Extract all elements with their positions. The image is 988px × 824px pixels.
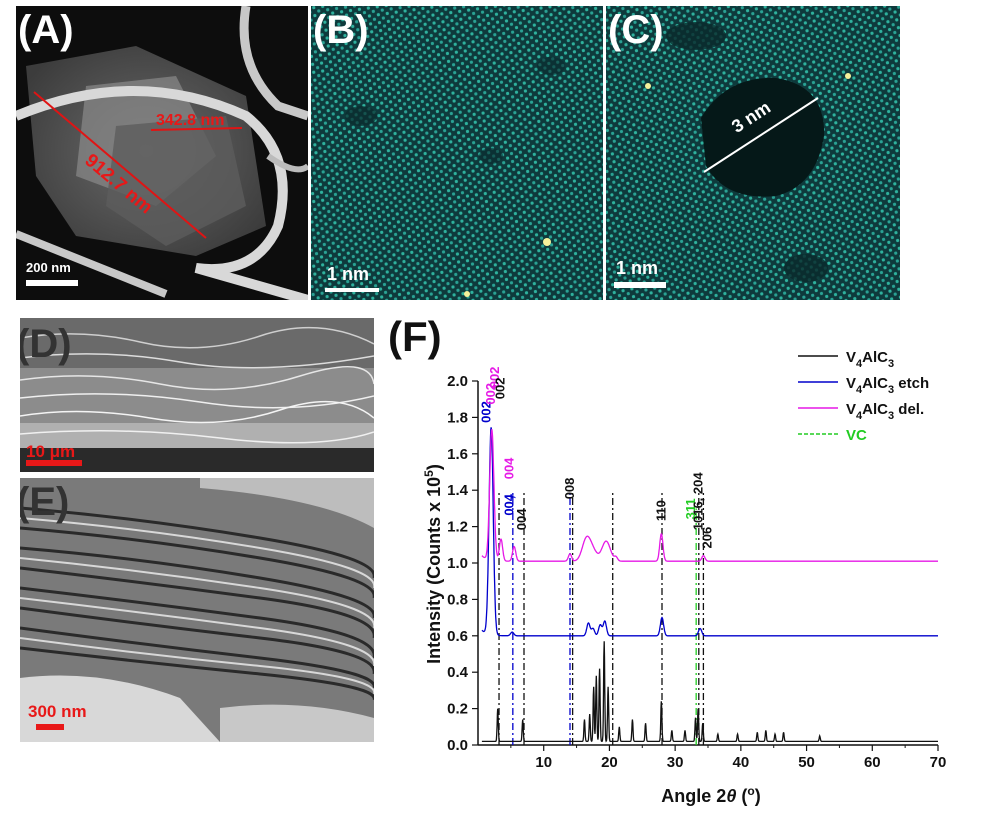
panel-c-scalebar [614,282,666,288]
panel-a-measure-short: 342.8 nm [156,112,225,129]
legend-entry-part: del. [894,401,924,418]
ylabel-close: ) [424,464,444,470]
peak-label: 002 [483,383,498,405]
panel-d-scalebar-unit: μm [49,442,76,461]
xlabel-unit-close: ) [755,786,761,806]
peak-label: 1016, 204 [691,472,706,531]
x-tick-label: 50 [798,754,815,771]
peak-label: 311 [683,498,698,519]
y-tick-label: 1.8 [447,409,468,426]
peak-label: 206 [699,527,714,549]
y-tick-label: 0.6 [447,628,468,645]
legend-entry: V4AlC3 etch [846,375,929,396]
legend-entry-part: AlC [862,375,888,392]
panel-b-hrstem-image: (B) 1 nm [311,6,603,300]
peak-label: 004 [501,457,516,479]
legend-entry: V4AlC3 del. [846,401,924,422]
ylabel-sup: 5 [422,470,436,477]
y-tick-label: 1.0 [447,555,468,572]
legend-entry: VC [846,427,867,444]
xlabel-theta: θ [726,786,736,806]
panel-c-hrstem-image: (C) 3 nm 1 nm [606,6,900,300]
legend-entry-part: V [846,375,856,392]
legend-entry-part: 4 [856,410,863,422]
panel-c-label: (C) [608,8,664,52]
peak-label: 004 [514,508,529,530]
xlabel-unit-open: ( [736,786,747,806]
panel-f-label: (F) [388,313,442,360]
panel-e-label: (E) [20,480,70,524]
x-tick-label: 60 [864,754,881,771]
legend-entry-part: 4 [856,358,863,370]
x-tick-label: 10 [535,754,552,771]
legend-entry-part: AlC [862,401,888,418]
y-tick-label: 0.0 [447,737,468,754]
panel-e-micrograph [20,478,374,742]
x-tick-label: 20 [601,754,618,771]
peak-label: 008 [562,478,577,500]
panel-d-sem-image: (D) 10 μm [20,318,374,472]
peak-label: 002 [487,367,502,389]
panel-c-micrograph [606,6,900,300]
legend-entry-part: V [846,401,856,418]
legend-entry-part: 3 [888,358,894,370]
peak-label: , [483,384,498,388]
panel-c-scalebar-label: 1 nm [616,258,659,278]
legend-entry-part: AlC [862,349,888,366]
panel-a-scalebar-label: 200 nm [26,260,71,275]
legend-entry-part: 4 [856,384,863,396]
ylabel-main: Intensity (Counts x 10 [424,477,444,664]
y-tick-label: 1.2 [447,519,468,536]
peak-label: 004 [501,493,516,515]
panel-a-stem-image: (A) 342.8 nm 912.7 nm 200 nm [16,6,308,300]
y-tick-label: 0.2 [447,701,468,718]
chart-ylabel: Intensity (Counts x 105) [422,464,444,664]
peak-label: , [501,496,516,500]
series-v4alc3-etch [481,427,938,637]
peak-label: 002 [478,401,493,423]
panel-e-scalebar [36,724,64,730]
series-v4alc3-del [481,429,938,562]
panel-b-scalebar [325,288,379,292]
legend-entry-part: 3 [888,410,894,422]
panel-d-label: (D) [20,322,72,366]
panel-a-micrograph [16,6,308,300]
peak-label: 110 [653,500,668,521]
panel-d-scalebar [26,460,82,466]
panel-d-scalebar-label: 10 μm [26,442,75,462]
panel-e-sem-image: (E) 300 nm [20,478,374,742]
panel-a-label: (A) [18,8,74,52]
panel-e-scalebar-label: 300 nm [28,702,87,721]
panel-b-micrograph [311,6,603,300]
peak-label: 002 [492,377,507,399]
chart-series [481,427,938,743]
xlabel-prefix: Angle 2 [661,786,726,806]
panel-a-scalebar [26,280,78,286]
legend-entry-part: V [846,349,856,366]
legend-entry-part: VC [846,427,867,444]
panel-b-scalebar-label: 1 nm [327,264,370,284]
series-v4alc3 [481,641,938,743]
xlabel-unit-sup: o [747,784,754,798]
x-tick-label: 70 [930,754,947,771]
y-tick-label: 0.8 [447,591,468,608]
y-tick-label: 1.6 [447,446,468,463]
panel-b-label: (B) [313,8,369,52]
x-tick-label: 30 [667,754,684,771]
legend-entry-part: 3 [888,384,894,396]
chart-axes: 10 20 30 40 50 60 70 0.0 0.2 0.4 0.6 0.8 1.0 1.2 1.4 1.… [447,373,946,771]
x-tick-label: 40 [733,754,750,771]
y-tick-label: 2.0 [447,373,468,390]
chart-xlabel: Angle 2θ (o) [661,784,760,806]
legend-entry: V4AlC3 [846,349,894,370]
panel-d-scalebar-number: 10 [26,442,50,461]
legend-entry-part: etch [894,375,929,392]
panel-d-micrograph [20,318,374,472]
y-tick-label: 1.4 [447,482,469,499]
chart-reference-lines [498,490,705,745]
y-tick-label: 0.4 [447,664,469,681]
